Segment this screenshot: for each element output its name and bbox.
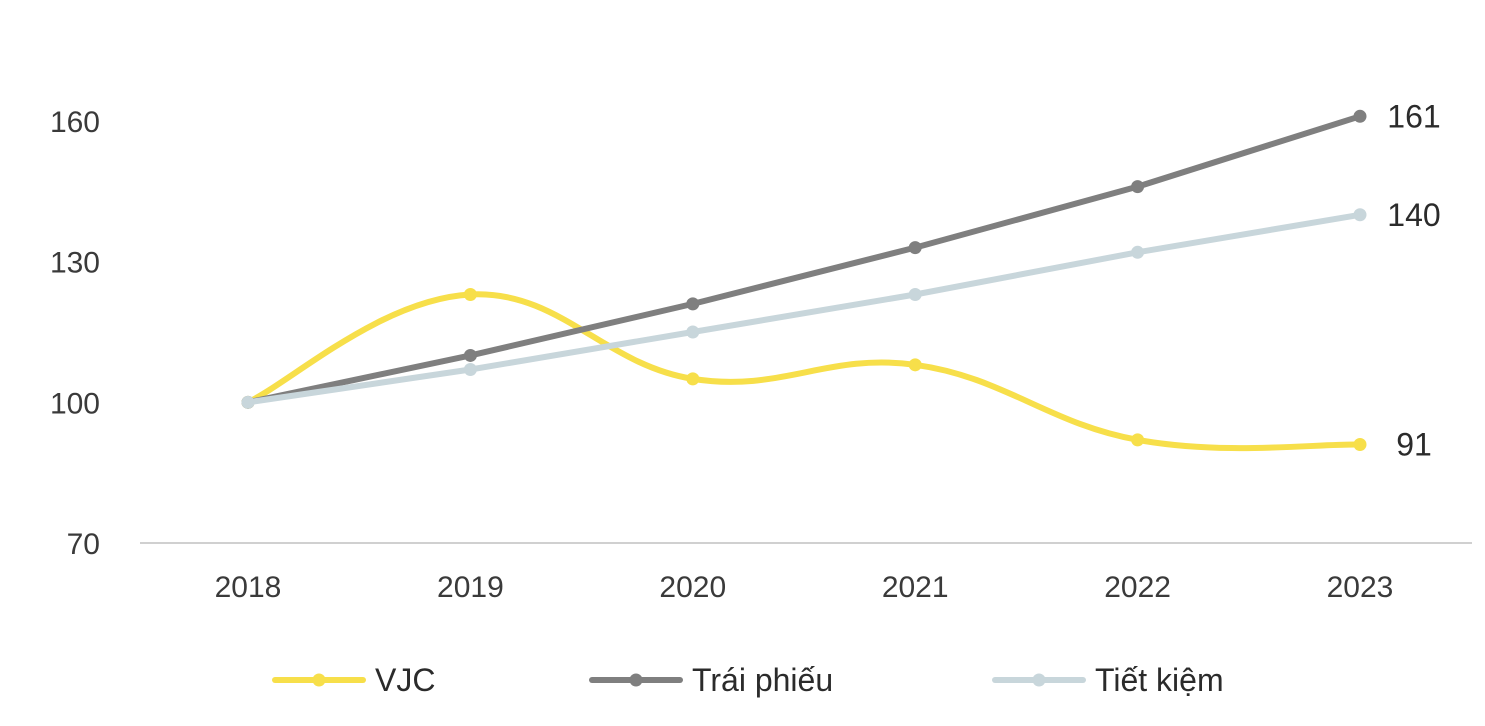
end-value-label: 91: [1396, 427, 1432, 463]
data-point: [463, 287, 477, 301]
x-tick-label: 2023: [1327, 571, 1394, 604]
end-value-label: 161: [1387, 98, 1440, 134]
series-line: [245, 291, 1363, 452]
end-value-label: 140: [1387, 197, 1440, 233]
data-point: [686, 372, 700, 386]
series-line: [245, 211, 1363, 406]
data-point: [1131, 180, 1145, 194]
data-point: [908, 241, 922, 255]
y-tick-label: 100: [50, 387, 100, 420]
series-line: [245, 113, 1363, 406]
x-tick-label: 2022: [1104, 571, 1171, 604]
data-point: [908, 358, 922, 372]
legend-item: Tiết kiệm: [992, 662, 1224, 698]
x-tick-label: 2018: [215, 571, 282, 604]
y-tick-label: 70: [67, 528, 100, 561]
legend-item: Trái phiếu: [589, 662, 833, 698]
x-tick-label: 2019: [437, 571, 504, 604]
series-2: 161: [241, 98, 1441, 409]
x-axis-ticks: 2018 2019 2020 2021 2022 2023: [215, 571, 1394, 604]
series-3: 140: [241, 197, 1441, 409]
legend-item: VJC: [272, 662, 435, 698]
data-point: [686, 297, 700, 311]
legend-marker: [312, 673, 326, 687]
legend-label: Tiết kiệm: [1095, 662, 1224, 698]
legend-label: VJC: [375, 662, 435, 698]
data-point: [463, 348, 477, 362]
data-point: [1353, 109, 1367, 123]
legend-marker: [1032, 673, 1046, 687]
series-1: 91: [241, 287, 1432, 463]
data-point: [1131, 433, 1145, 447]
y-tick-label: 130: [50, 247, 100, 280]
y-tick-label: 160: [50, 106, 100, 139]
legend-label: Trái phiếu: [692, 662, 833, 698]
x-tick-label: 2020: [659, 571, 726, 604]
data-point: [1353, 438, 1367, 452]
legend: VJC Trái phiếu Tiết kiệm: [272, 662, 1224, 698]
data-point: [686, 325, 700, 339]
legend-marker: [629, 673, 643, 687]
data-point: [241, 395, 255, 409]
data-point: [463, 363, 477, 377]
y-axis-ticks: 160 130 100 70: [50, 106, 100, 561]
data-point: [1353, 208, 1367, 222]
data-point: [1131, 245, 1145, 259]
x-tick-label: 2021: [882, 571, 949, 604]
data-point: [908, 287, 922, 301]
series-layer: 91 161 140: [241, 98, 1441, 463]
